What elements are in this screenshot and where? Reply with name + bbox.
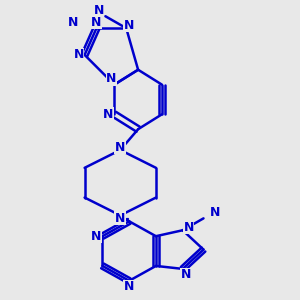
Text: N: N (115, 140, 125, 154)
Text: N: N (68, 16, 78, 29)
Text: N: N (115, 212, 125, 225)
Text: N: N (181, 268, 191, 281)
Text: N: N (74, 48, 84, 62)
Text: N: N (91, 16, 102, 29)
Text: N: N (210, 206, 220, 219)
Text: N: N (94, 4, 105, 17)
Text: N: N (124, 19, 134, 32)
Text: N: N (184, 221, 194, 234)
Text: N: N (91, 230, 102, 243)
Text: N: N (106, 72, 116, 85)
Text: N: N (103, 108, 114, 121)
Text: N: N (124, 280, 134, 293)
